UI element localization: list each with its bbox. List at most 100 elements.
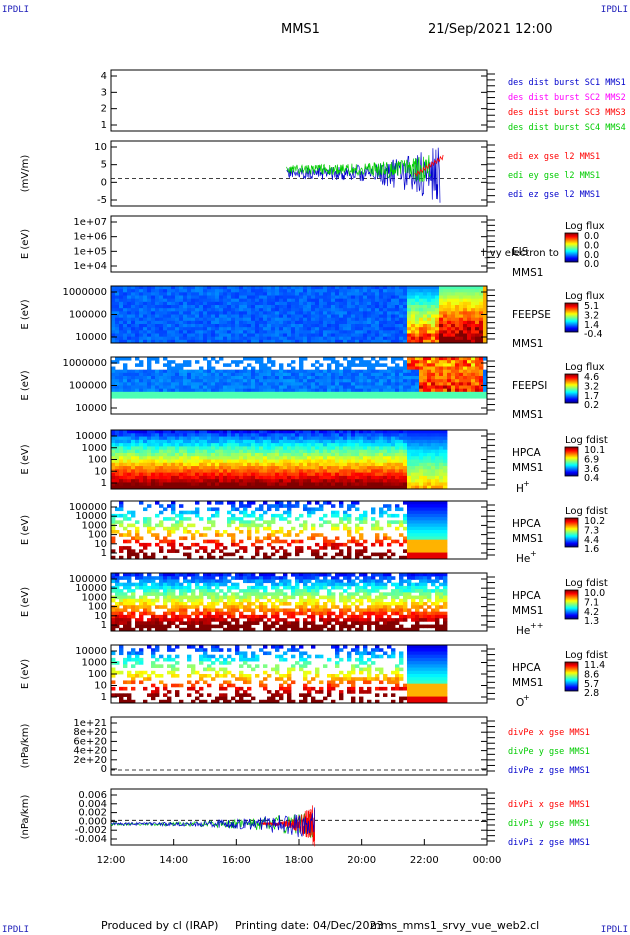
spectrogram-cell [235, 482, 239, 486]
spectrogram-cell [263, 330, 267, 334]
spectrogram-cell [255, 440, 259, 444]
y-tick-label: 100 [88, 455, 107, 466]
spectrogram-cell [127, 389, 131, 393]
spectrogram-cell [179, 536, 183, 540]
spectrogram-cell [431, 308, 435, 312]
spectrogram-cell [155, 479, 159, 483]
spectrogram-cell [399, 479, 403, 483]
spectrogram-cell [355, 553, 359, 557]
spectrogram-cell [259, 337, 263, 341]
spectrogram-feepse [111, 286, 487, 343]
spectrogram-cell [155, 299, 159, 303]
spectrogram-cell [467, 321, 471, 325]
spectrogram-cell [303, 479, 307, 483]
spectrogram-cell [263, 466, 267, 470]
spectrogram-cell [355, 299, 359, 303]
spectrogram-cell [375, 334, 379, 338]
spectrogram-cell [371, 395, 375, 399]
spectrogram-cell [263, 430, 267, 434]
spectrogram-cell [451, 308, 455, 312]
spectrogram-cell [343, 324, 347, 328]
spectrogram-cell [283, 292, 287, 296]
spectrogram-cell [215, 440, 219, 444]
spectrogram-cell [267, 479, 271, 483]
spectrogram-cell [471, 296, 475, 300]
spectrogram-cell [111, 466, 115, 470]
spectrogram-cell [407, 456, 411, 460]
spectrogram-cell [475, 382, 479, 386]
spectrogram-cell [247, 395, 251, 399]
spectrogram-cell [127, 373, 131, 377]
spectrogram-cell [419, 363, 423, 367]
spectrogram-cell [147, 466, 151, 470]
spectrogram-cell [311, 440, 315, 444]
spectrogram-cell [299, 433, 303, 437]
spectrogram-cell [171, 443, 175, 447]
spectrogram-cell [411, 450, 415, 454]
spectrogram-cell [211, 463, 215, 467]
spectrogram-cell [459, 357, 463, 361]
spectrogram-cell [111, 479, 115, 483]
spectrogram-cell [235, 311, 239, 315]
spectrogram-cell [371, 311, 375, 315]
spectrogram-cell [247, 327, 251, 331]
spectrogram-cell [427, 460, 431, 464]
spectrogram-cell [123, 357, 127, 361]
spectrogram-cell [279, 450, 283, 454]
spectrogram-cell [147, 433, 151, 437]
spectrogram-cell [215, 373, 219, 377]
spectrogram-cell [159, 450, 163, 454]
spectrogram-cell [323, 482, 327, 486]
spectrogram-cell [371, 473, 375, 477]
spectrogram-cell [267, 318, 271, 322]
spectrogram-cell [231, 395, 235, 399]
spectrogram-cell [423, 357, 427, 361]
spectrogram-cell [267, 437, 271, 441]
spectrogram-cell [367, 440, 371, 444]
spectrogram-cell [411, 308, 415, 312]
spectrogram-cell [135, 289, 139, 293]
spectrogram-cell [415, 327, 419, 331]
spectrogram-cell [151, 321, 155, 325]
spectrogram-cell [387, 482, 391, 486]
spectrogram-cell [251, 292, 255, 296]
spectrogram-cell [467, 360, 471, 364]
spectrogram-cell [219, 473, 223, 477]
spectrogram-cell [399, 469, 403, 473]
spectrogram-cell [175, 327, 179, 331]
spectrogram-cell [343, 305, 347, 309]
spectrogram-cell [159, 546, 163, 550]
spectrogram-cell [339, 504, 343, 508]
spectrogram-cell [203, 376, 207, 380]
spectrogram-cell [139, 395, 143, 399]
spectrogram-cell [219, 482, 223, 486]
spectrogram-cell [247, 289, 251, 293]
spectrogram-cell [207, 501, 211, 505]
spectrogram-cell [311, 469, 315, 473]
spectrogram-cell [259, 437, 263, 441]
spectrogram-cell [235, 389, 239, 393]
spectrogram-cell [323, 357, 327, 361]
spectrogram-cell [407, 482, 411, 486]
spectrogram-cell [119, 292, 123, 296]
spectrogram-cell [467, 311, 471, 315]
spectrogram-cell [275, 501, 279, 505]
spectrogram-cell [455, 324, 459, 328]
spectrogram-cell [191, 511, 195, 515]
spectrogram-cell [435, 363, 439, 367]
spectrogram-cell [387, 433, 391, 437]
spectrogram-cell [339, 327, 343, 331]
spectrogram-cell [391, 386, 395, 390]
spectrogram-cell [111, 536, 115, 540]
spectrogram-cell [239, 395, 243, 399]
spectrogram-cell [439, 357, 443, 361]
spectrogram-cell [275, 376, 279, 380]
spectrogram-cell [151, 376, 155, 380]
spectrogram-cell [151, 386, 155, 390]
spectrogram-cell [335, 460, 339, 464]
spectrogram-cell [355, 437, 359, 441]
spectrogram-cell [255, 292, 259, 296]
spectrogram-cell [415, 367, 419, 371]
spectrogram-cell [459, 382, 463, 386]
spectrogram-cell [299, 292, 303, 296]
